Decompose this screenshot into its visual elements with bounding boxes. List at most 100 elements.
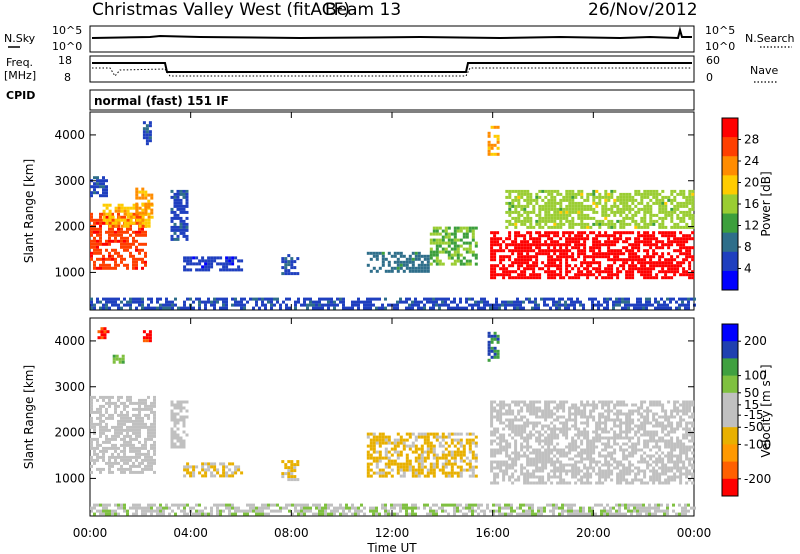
power-cell [624,300,627,304]
velocity-cell [126,398,129,402]
power-cell [504,300,507,304]
power-cell [571,222,575,226]
velocity-cell [138,506,141,510]
power-cell [381,263,385,267]
velocity-cell [526,469,530,473]
velocity-cell [102,446,105,450]
velocity-cell [114,458,117,462]
power-cell [150,211,154,215]
power-cell [655,213,659,217]
velocity-cell [381,432,385,436]
velocity-cell [291,503,294,507]
power-cell [123,248,126,252]
power-cell [502,255,506,259]
velocity-cell [547,475,551,479]
power-cell [634,210,638,214]
power-cell [396,300,399,304]
velocity-cell [148,330,152,334]
power-cell [568,276,572,280]
power-cell [631,264,635,268]
power-cell [529,273,533,277]
velocity-cell [625,478,629,482]
power-cell [465,259,469,263]
velocity-cell [667,442,671,446]
power-cell [603,306,606,310]
power-cell [625,231,629,235]
power-colorbar-tick-label: 16 [744,197,759,211]
power-cell [372,251,376,255]
power-cell [661,204,665,208]
velocity-cell [93,449,96,453]
velocity-cell [655,433,659,437]
power-cell [414,257,418,261]
power-cell [210,256,214,260]
velocity-cell [390,468,394,472]
power-colorbar-tick-label: 8 [744,240,752,254]
velocity-cell [613,442,617,446]
power-cell [670,189,674,193]
power-cell [126,303,129,307]
power-cell [153,306,156,310]
power-cell [583,237,587,241]
velocity-cell [120,506,123,510]
velocity-cell [490,334,494,338]
velocity-cell [598,439,602,443]
power-cell [468,241,472,245]
power-cell [676,237,680,241]
velocity-cell [538,436,542,440]
power-cell [499,261,503,265]
power-cell [637,255,641,259]
power-cell [610,189,614,193]
power-cell [606,300,609,304]
velocity-cell [667,466,671,470]
velocity-cell [511,418,515,422]
velocity-cell [673,463,677,467]
power-cell [634,267,638,271]
power-cell [132,239,135,243]
power-cell [556,258,560,262]
velocity-cell [550,457,554,461]
velocity-cell [685,445,689,449]
velocity-cell [493,460,497,464]
velocity-cell [297,503,300,507]
power-cell [547,261,551,265]
power-cell [556,273,560,277]
power-cell [429,253,433,257]
velocity-cell [655,475,659,479]
power-cell [170,189,174,193]
power-cell [589,216,593,220]
power-cell [568,207,572,211]
power-cell [559,255,563,259]
power-cell [105,239,108,243]
velocity-cell [366,432,370,436]
power-cell [426,254,430,258]
power-cell [577,216,581,220]
velocity-cell [658,466,662,470]
power-cell [114,257,117,261]
power-cell [541,204,545,208]
power-cell [287,260,291,264]
power-cell [517,192,521,196]
power-cell [615,300,618,304]
velocity-cell [586,433,590,437]
velocity-cell [185,415,189,419]
power-cell [649,270,653,274]
velocity-cell [505,460,509,464]
power-cell [565,249,569,253]
power-cell [529,258,533,262]
velocity-cell [562,433,566,437]
power-cell [517,210,521,214]
velocity-cell [592,436,596,440]
velocity-cell [372,432,376,436]
velocity-cell [499,406,503,410]
power-cell [114,224,118,228]
power-cell [619,252,623,256]
power-cell [633,306,636,310]
power-cell [676,192,680,196]
power-cell [90,254,93,258]
velocity-cell [565,463,569,467]
power-cell [471,306,474,310]
power-cell [147,205,151,209]
power-cell [666,306,669,310]
power-cell [688,237,692,241]
